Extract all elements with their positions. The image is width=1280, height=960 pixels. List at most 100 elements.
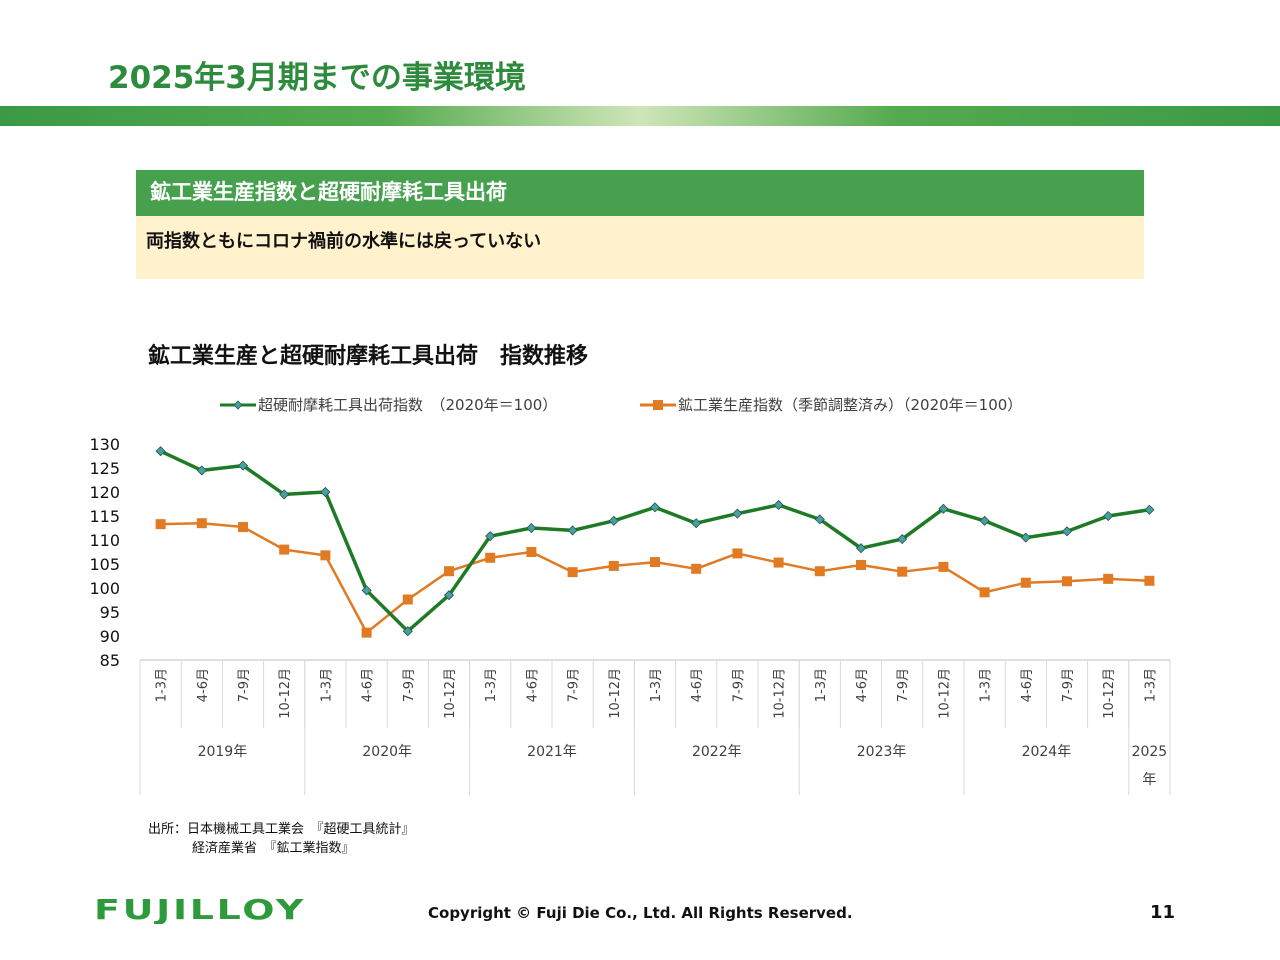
summary-box-text: 両指数ともにコロナ禍前の水準には戻っていない bbox=[136, 216, 1144, 279]
copyright-notice: Copyright © Fuji Die Co., Ltd. All Right… bbox=[428, 904, 853, 922]
x-quarter-label: 1-3月 bbox=[814, 668, 829, 702]
data-point bbox=[279, 489, 290, 500]
data-point bbox=[608, 515, 619, 526]
data-point bbox=[649, 502, 661, 513]
data-point bbox=[485, 531, 496, 542]
y-tick-label: 115 bbox=[89, 507, 120, 526]
legend-label: 鉱工業生産指数（季節調整済み）（2020年＝100） bbox=[678, 396, 1022, 414]
chart-title: 鉱工業生産と超硬耐摩耗工具出荷 指数推移 bbox=[148, 344, 589, 369]
x-quarter-label: 4-6月 bbox=[525, 668, 540, 702]
data-point bbox=[402, 626, 413, 637]
data-point bbox=[526, 522, 537, 534]
data-point bbox=[897, 566, 908, 577]
x-quarter-label: 10-12月 bbox=[443, 668, 458, 719]
data-point bbox=[979, 587, 990, 598]
x-quarter-label: 7-9月 bbox=[237, 668, 252, 702]
slide-title: 2025年3月期までの事業環境 bbox=[108, 60, 526, 96]
data-point bbox=[732, 508, 743, 519]
data-point bbox=[732, 548, 743, 559]
x-quarter-label: 4-6月 bbox=[855, 668, 870, 702]
x-year-label: 2023年 bbox=[857, 744, 907, 760]
data-point bbox=[196, 465, 207, 476]
data-point bbox=[485, 552, 496, 563]
legend-marker bbox=[233, 400, 243, 410]
svg-text:FUJILLOY: FUJILLOY bbox=[94, 894, 306, 924]
data-point bbox=[1103, 510, 1114, 522]
source-line-1: 出所：日本機械工具工業会 『超硬工具統計』 bbox=[148, 822, 415, 837]
x-quarter-label: 7-9月 bbox=[1061, 668, 1076, 702]
series-line bbox=[159, 449, 1150, 633]
data-point bbox=[1020, 577, 1031, 588]
y-tick-label: 130 bbox=[89, 435, 120, 454]
y-tick-label: 125 bbox=[89, 459, 120, 478]
x-quarter-label: 1-3月 bbox=[484, 668, 499, 702]
data-point bbox=[773, 557, 784, 568]
data-point bbox=[402, 594, 413, 605]
data-point bbox=[1144, 575, 1155, 586]
source-note: 出所：日本機械工具工業会 『超硬工具統計』 経済産業省 『鉱工業指数』 bbox=[148, 820, 415, 858]
source-line-2: 経済産業省 『鉱工業指数』 bbox=[192, 841, 355, 856]
y-tick-label: 110 bbox=[89, 531, 120, 550]
data-point bbox=[361, 627, 372, 638]
data-point bbox=[1103, 573, 1114, 584]
data-point bbox=[691, 563, 702, 574]
data-point bbox=[938, 561, 949, 572]
x-year-label: 2020年 bbox=[362, 744, 412, 760]
data-point bbox=[443, 590, 455, 601]
data-point bbox=[320, 486, 331, 498]
y-tick-label: 105 bbox=[89, 555, 120, 574]
data-point bbox=[897, 533, 908, 545]
data-point bbox=[567, 525, 578, 536]
fujilloy-logo: FUJILLOY bbox=[94, 893, 308, 928]
y-tick-label: 95 bbox=[100, 603, 120, 622]
page-number: 11 bbox=[1150, 902, 1176, 923]
x-quarter-label: 7-9月 bbox=[731, 668, 746, 702]
data-point bbox=[814, 514, 825, 525]
summary-box-heading: 鉱工業生産指数と超硬耐摩耗工具出荷 bbox=[136, 170, 1144, 216]
x-quarter-label: 10-12月 bbox=[1102, 668, 1117, 719]
data-point bbox=[361, 585, 372, 596]
y-tick-label: 120 bbox=[89, 483, 120, 502]
x-quarter-label: 4-6月 bbox=[361, 668, 376, 702]
data-point bbox=[155, 519, 166, 530]
series-line bbox=[160, 521, 1150, 634]
x-year-label: 2024年 bbox=[1022, 744, 1072, 760]
x-quarter-label: 4-6月 bbox=[690, 668, 705, 702]
data-point bbox=[526, 547, 537, 557]
y-tick-label: 100 bbox=[89, 579, 120, 598]
data-point bbox=[279, 544, 290, 555]
x-quarter-label: 7-9月 bbox=[402, 668, 417, 702]
x-quarter-label: 10-12月 bbox=[608, 668, 623, 719]
data-point bbox=[1020, 532, 1031, 543]
x-year-label: 2022年 bbox=[692, 744, 742, 760]
x-year-label: 2019年 bbox=[198, 744, 248, 760]
title-gradient-band bbox=[0, 106, 1280, 126]
data-point bbox=[238, 522, 248, 533]
x-quarter-label: 4-6月 bbox=[196, 668, 211, 702]
data-point bbox=[691, 518, 702, 529]
line-chart: 超硬耐摩耗工具出荷指数 （2020年＝100） 鉱工業生産指数（季節調整済み）（2… bbox=[89, 396, 1171, 795]
data-point bbox=[320, 550, 331, 561]
x-quarter-label: 7-9月 bbox=[567, 668, 582, 702]
x-year-label: 2021年 bbox=[527, 744, 577, 760]
x-quarter-label: 1-3月 bbox=[979, 668, 994, 702]
y-tick-label: 90 bbox=[100, 627, 120, 646]
x-year-label-suffix: 年 bbox=[1142, 772, 1156, 788]
x-quarter-label: 7-9月 bbox=[896, 668, 911, 702]
x-quarter-label: 10-12月 bbox=[937, 668, 952, 719]
x-quarter-label: 1-3月 bbox=[155, 668, 170, 702]
x-quarter-label: 1-3月 bbox=[649, 668, 664, 702]
data-point bbox=[196, 518, 207, 529]
x-year-label: 2025 bbox=[1132, 744, 1168, 760]
data-point bbox=[1061, 526, 1073, 537]
x-quarter-label: 1-3月 bbox=[1143, 668, 1158, 702]
data-point bbox=[814, 566, 825, 577]
data-point bbox=[773, 499, 784, 511]
data-point bbox=[155, 446, 166, 457]
x-quarter-label: 4-6月 bbox=[1020, 668, 1035, 702]
legend-label: 超硬耐摩耗工具出荷指数 （2020年＝100） bbox=[258, 396, 557, 414]
x-quarter-label: 10-12月 bbox=[773, 668, 788, 719]
data-point bbox=[1144, 504, 1155, 515]
data-point bbox=[608, 560, 619, 571]
y-tick-label: 85 bbox=[100, 651, 120, 670]
